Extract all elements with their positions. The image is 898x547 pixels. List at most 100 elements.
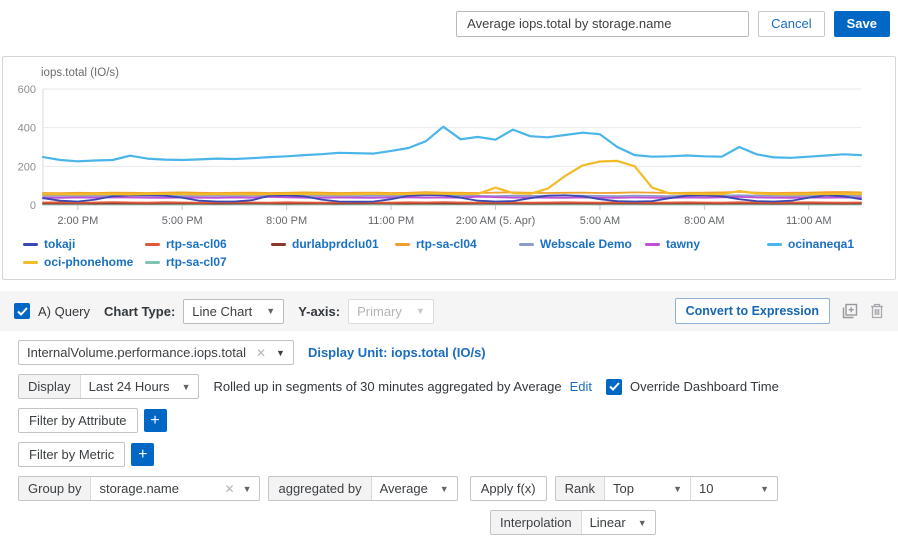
svg-text:2:00 PM: 2:00 PM — [57, 215, 98, 227]
legend-item[interactable]: tokaji — [23, 235, 145, 253]
chevron-down-icon: ▼ — [181, 381, 191, 392]
edit-rollup-link[interactable]: Edit — [569, 379, 592, 394]
chevron-down-icon: ▼ — [266, 306, 276, 316]
duplicate-query-icon[interactable] — [842, 303, 858, 319]
svg-text:5:00 PM: 5:00 PM — [162, 215, 203, 227]
svg-text:5:00 AM: 5:00 AM — [580, 215, 620, 227]
chevron-down-icon: ▼ — [637, 517, 647, 528]
rank-direction-dropdown[interactable]: Top ▼ — [605, 477, 691, 500]
aggregation-dropdown[interactable]: Average ▼ — [379, 481, 449, 496]
display-label: Display — [19, 375, 81, 398]
svg-text:600: 600 — [18, 84, 36, 96]
chart-type-dropdown[interactable]: Line Chart ▼ — [183, 298, 285, 324]
legend-item[interactable]: rtp-sa-cl06 — [145, 235, 271, 253]
legend-label: rtp-sa-cl07 — [166, 255, 227, 269]
legend-swatch — [645, 242, 660, 246]
legend-swatch — [23, 242, 38, 246]
chevron-down-icon[interactable]: ▼ — [276, 347, 285, 358]
chart-legend: tokaji rtp-sa-cl06 durlabprdclu01 rtp-sa-cl… — [23, 235, 885, 271]
legend-swatch — [767, 242, 782, 246]
svg-text:11:00 PM: 11:00 PM — [368, 215, 414, 227]
legend-swatch — [23, 260, 38, 264]
remove-metric-icon[interactable]: ✕ — [255, 345, 267, 360]
chart-type-label: Chart Type: — [104, 303, 176, 319]
delete-query-icon[interactable] — [870, 303, 884, 319]
series-ocinaneqa1 — [41, 125, 863, 163]
legend-item[interactable]: Webscale Demo — [519, 235, 645, 253]
override-dashboard-time-checkbox[interactable] — [606, 378, 622, 395]
widget-title-input[interactable] — [456, 10, 750, 37]
legend-swatch — [145, 260, 160, 264]
line-chart[interactable]: 0 200 400 600 2:00 PM 5:00 PM 8:00 PM 11:00 PM 2… — [13, 81, 873, 231]
aggregated-by-control: aggregated by Average ▼ — [268, 476, 458, 501]
y-axis-title: iops.total (IO/s) — [41, 67, 119, 79]
chevron-down-icon: ▼ — [439, 483, 449, 494]
metric-row: InternalVolume.performance.iops.total ✕ … — [18, 340, 898, 365]
metric-chip[interactable]: InternalVolume.performance.iops.total ✕ … — [18, 340, 294, 365]
svg-text:400: 400 — [18, 123, 36, 135]
rank-control: Rank Top ▼ 10 ▼ — [554, 476, 778, 501]
display-time-control: Display Last 24 Hours ▼ — [18, 374, 200, 399]
interpolation-label: Interpolation — [491, 511, 582, 534]
group-by-dropdown[interactable]: storage.name ✕ ▼ — [99, 481, 252, 496]
legend-swatch — [145, 242, 160, 246]
rank-count-dropdown[interactable]: 10 ▼ — [698, 481, 769, 496]
rank-label: Rank — [555, 477, 605, 500]
group-by-control: Group by storage.name ✕ ▼ — [18, 476, 261, 501]
legend-item[interactable]: oci-phonehome — [23, 253, 145, 271]
group-by-label: Group by — [19, 477, 92, 500]
aggregated-by-label: aggregated by — [269, 477, 372, 500]
legend-label: rtp-sa-cl06 — [166, 237, 227, 251]
filter-by-metric-button[interactable]: Filter by Metric — [18, 442, 126, 467]
legend-label: ocinaneqa1 — [788, 237, 855, 251]
convert-to-expression-button[interactable]: Convert to Expression — [674, 298, 830, 324]
remove-group-by-icon[interactable]: ✕ — [224, 481, 235, 496]
legend-swatch — [271, 242, 286, 246]
legend-label: rtp-sa-cl04 — [416, 237, 477, 251]
y-axis-dropdown: Primary ▼ — [348, 298, 434, 324]
legend-item[interactable]: ocinaneqa1 — [767, 235, 897, 253]
svg-text:8:00 AM: 8:00 AM — [684, 215, 724, 227]
apply-fx-button[interactable]: Apply f(x) — [469, 476, 547, 501]
chevron-down-icon: ▼ — [673, 483, 682, 494]
cancel-button[interactable]: Cancel — [758, 10, 825, 37]
interpolation-dropdown[interactable]: Linear ▼ — [589, 515, 647, 530]
series-tokaji — [42, 194, 862, 203]
legend-label: durlabprdclu01 — [292, 237, 379, 251]
top-bar: Cancel Save — [0, 0, 898, 38]
override-dashboard-time-label: Override Dashboard Time — [630, 379, 779, 394]
display-unit-link[interactable]: Display Unit: iops.total (IO/s) — [307, 345, 486, 360]
series-rtp-sa-cl06 — [42, 201, 862, 204]
chart-panel: iops.total (IO/s) 0 200 400 600 2:00 PM 5:00 … — [2, 56, 896, 280]
svg-text:11:00 AM: 11:00 AM — [786, 215, 832, 227]
add-attribute-filter-button[interactable]: + — [143, 409, 167, 432]
legend-item[interactable]: tawny — [645, 235, 767, 253]
group-by-row: Group by storage.name ✕ ▼ aggregated by … — [18, 476, 898, 501]
legend-swatch — [395, 242, 410, 246]
add-metric-filter-button[interactable]: + — [131, 443, 155, 466]
filter-attribute-row: Filter by Attribute + — [18, 408, 898, 433]
chevron-down-icon: ▼ — [415, 306, 425, 316]
svg-text:2:00 AM (5. Apr): 2:00 AM (5. Apr) — [456, 215, 535, 227]
query-enabled-checkbox[interactable] — [14, 303, 30, 319]
svg-text:8:00 PM: 8:00 PM — [266, 215, 307, 227]
series-rtp-sa-cl04 — [42, 191, 862, 195]
legend-item[interactable]: durlabprdclu01 — [271, 235, 395, 253]
legend-label: tokaji — [44, 237, 76, 251]
chevron-down-icon: ▼ — [242, 483, 252, 494]
interpolation-row: Interpolation Linear ▼ — [490, 510, 898, 535]
time-range-dropdown[interactable]: Last 24 Hours ▼ — [88, 379, 191, 394]
legend-item[interactable]: rtp-sa-cl04 — [395, 235, 519, 253]
svg-text:200: 200 — [18, 161, 36, 173]
legend-item[interactable]: rtp-sa-cl07 — [145, 253, 271, 271]
display-row: Display Last 24 Hours ▼ Rolled up in segm… — [18, 374, 898, 399]
series-Webscale Demo — [42, 194, 862, 197]
chevron-down-icon: ▼ — [760, 483, 769, 494]
svg-text:0: 0 — [30, 200, 36, 212]
query-label: A) Query — [38, 303, 91, 319]
query-header-band: A) Query Chart Type: Line Chart ▼ Y-axis:… — [0, 291, 898, 331]
save-button[interactable]: Save — [833, 10, 890, 37]
series-oci-phonehome — [41, 159, 863, 196]
filter-by-attribute-button[interactable]: Filter by Attribute — [18, 408, 138, 433]
legend-swatch — [519, 242, 534, 246]
